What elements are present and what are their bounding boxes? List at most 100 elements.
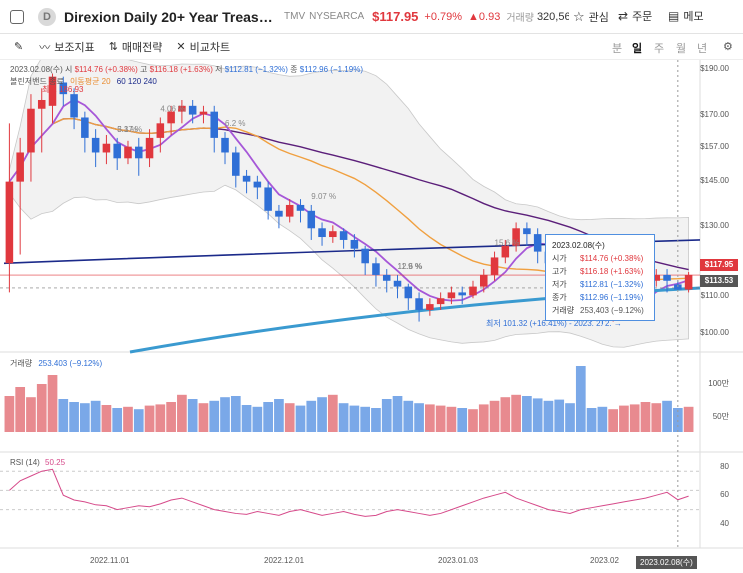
candle-29 <box>318 228 326 238</box>
volume-bar-45 <box>489 400 500 432</box>
candle-61 <box>663 274 671 281</box>
candle-35 <box>382 274 391 281</box>
volume-bar-39 <box>425 404 435 432</box>
candle-43 <box>469 286 477 296</box>
ma-values: 60 120 240 <box>116 77 157 86</box>
period-year[interactable]: 년 <box>697 43 708 55</box>
x-tick-0: 2022.11.01 <box>90 556 130 565</box>
candle-38 <box>415 298 423 310</box>
candle-36 <box>393 280 402 287</box>
annotation-7: 15.6 % <box>495 239 520 248</box>
order-button[interactable]: ⇄ 주문 <box>618 8 652 24</box>
volume-bar-60 <box>651 403 662 432</box>
compare-button[interactable]: ✕ 비교차트 <box>176 39 230 55</box>
indicator-label: 보조지표 <box>54 41 95 54</box>
volume-bar-28 <box>306 400 317 432</box>
candle-24 <box>264 187 272 211</box>
volume-bar-49 <box>532 398 543 432</box>
tooltip-high: $116.18 (+1.63%) <box>580 267 644 276</box>
y-tick-2: $157.00 <box>700 142 729 151</box>
rsi-legend: RSI (14) 50.25 <box>10 458 65 467</box>
candle-18 <box>199 111 208 115</box>
volume-bar-47 <box>511 394 521 432</box>
volume-bar-20 <box>220 397 230 432</box>
period-week[interactable]: 주 <box>654 43 665 55</box>
volume-bar-51 <box>554 399 565 432</box>
annotation-6: 12.6 % <box>398 262 423 271</box>
annotation-4: 9.07 % <box>311 192 336 201</box>
settings-gear-icon[interactable]: ⚙ <box>723 41 733 53</box>
x-tick-3: 2023.02 <box>590 556 619 565</box>
volume-bar-10 <box>112 408 123 432</box>
candle-8 <box>91 137 100 153</box>
candle-40 <box>436 298 445 305</box>
volume-bar-35 <box>381 399 392 432</box>
volume-bar-53 <box>575 366 586 432</box>
rsi-tick-1: 60 <box>720 490 729 499</box>
candle-3 <box>37 99 46 109</box>
volume-bar-8 <box>90 400 101 432</box>
draw-tool-button[interactable]: ✎ <box>14 40 23 53</box>
annotation-2: 11.9 % <box>398 262 422 271</box>
annotation-3: 3.1 % <box>117 125 137 134</box>
candle-39 <box>426 304 434 310</box>
y-tick-5: $110.00 <box>700 291 729 300</box>
tooltip-low: $112.81 (−1.32%) <box>580 280 644 289</box>
candle-10 <box>113 143 121 159</box>
candle-9 <box>102 143 111 153</box>
annotation-5: 6.2 % <box>225 119 245 128</box>
volume-label: 거래량 <box>506 13 534 24</box>
volume-bar-3 <box>36 384 47 432</box>
ohlc-high: $116.18 (+1.63%) <box>149 65 213 74</box>
indicator-legend: 볼린저밴드 종료 이동평균 20 60 120 240 <box>10 76 157 87</box>
candle-32 <box>350 239 359 249</box>
volume-bar-7 <box>80 403 90 432</box>
rsi-title: RSI <box>10 458 24 467</box>
period-month[interactable]: 월 <box>676 43 687 55</box>
candle-5 <box>59 82 68 95</box>
candle-15 <box>167 111 175 124</box>
volume-bar-33 <box>360 406 371 432</box>
volume-bar-13 <box>144 405 155 432</box>
annotation-0: 5.37 % <box>117 125 142 134</box>
indicator-icon: 〰 <box>39 41 51 54</box>
volume-bar-56 <box>608 409 618 432</box>
volume-bar-48 <box>522 396 532 432</box>
memo-button[interactable]: ▤ 메모 <box>668 8 704 24</box>
chart-canvas[interactable]: 5.37 % 4.06 % 11.9 % 3.1 % 9.07 % 6.2 % 12.6 %… <box>0 60 743 573</box>
candle-22 <box>242 175 251 182</box>
candle-27 <box>296 204 305 211</box>
volume-bar-36 <box>392 396 403 432</box>
ohlc-tooltip: 2023.02.08(수) 시가 $114.76 (+0.38%) 고가 $116.… <box>545 234 655 321</box>
x-tick-2: 2023.01.03 <box>438 556 479 565</box>
bollinger-label: 볼린저밴드 종료 <box>10 77 64 86</box>
tooltip-close: $112.96 (−1.19%) <box>580 293 644 302</box>
candle-62 <box>674 284 682 290</box>
volume-bar-15 <box>166 402 176 432</box>
strategy-button[interactable]: ⇅ 매매전략 <box>109 39 163 55</box>
period-minute[interactable]: 분 <box>612 43 623 55</box>
candle-21 <box>232 152 240 176</box>
indicator-button[interactable]: 〰 보조지표 <box>39 39 94 55</box>
volume-bar-31 <box>338 403 349 432</box>
candle-13 <box>145 137 154 159</box>
period-day[interactable]: 일 <box>632 43 643 55</box>
star-icon: ☆ <box>573 9 585 24</box>
candle-34 <box>372 263 380 275</box>
rsi-line <box>9 468 689 517</box>
candle-45 <box>490 257 499 275</box>
ohlc-close: $112.96 (−1.19%) <box>299 65 363 74</box>
volume-bar-52 <box>565 403 575 432</box>
volume-bar-30 <box>327 394 338 432</box>
candle-17 <box>188 105 197 115</box>
symbol-title: Direxion Daily 20+ Year Treasury Be… <box>64 8 276 25</box>
crosshair-date-tag: 2023.02.08(수) <box>636 556 697 569</box>
volume-legend: 거래량 253.403 (−9.12%) <box>10 358 102 369</box>
watch-button[interactable]: ☆ 관심 <box>569 8 609 26</box>
rsi-tick-0: 80 <box>720 462 729 471</box>
sidebar-toggle-icon[interactable] <box>10 9 24 24</box>
candle-16 <box>178 105 186 112</box>
candle-26 <box>285 204 294 217</box>
volume-bar-21 <box>230 396 241 432</box>
candle-1 <box>16 152 24 182</box>
